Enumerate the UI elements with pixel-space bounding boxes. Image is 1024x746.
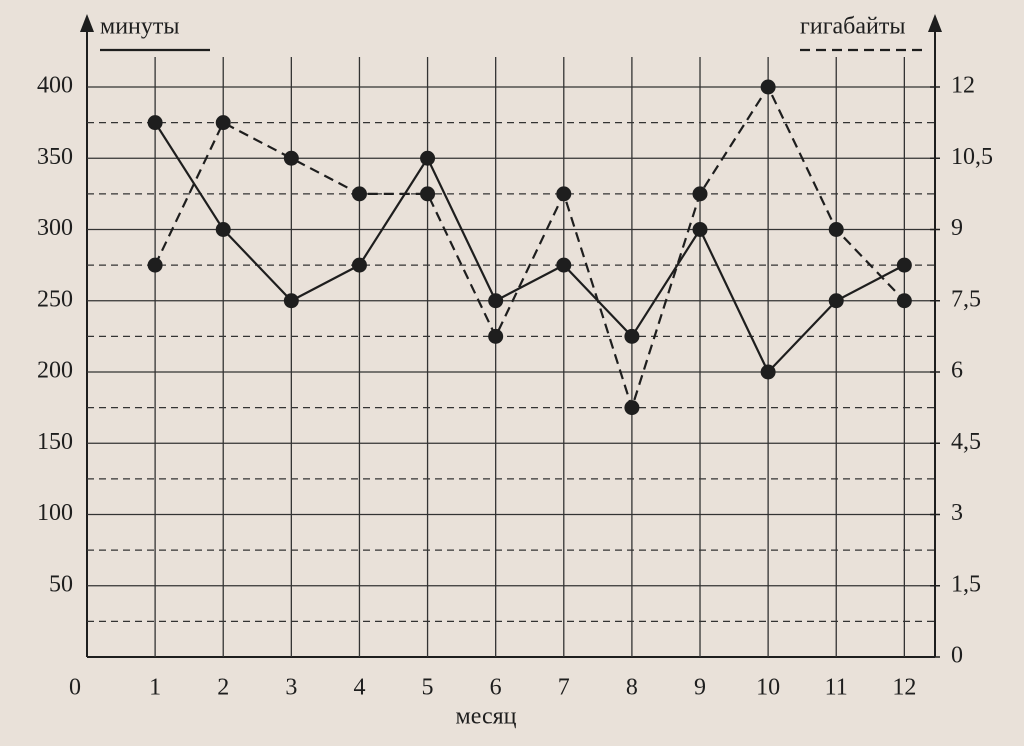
point: [692, 186, 708, 202]
y-tick-label: 300: [37, 215, 73, 241]
point: [420, 150, 436, 166]
x-tick-label: 7: [558, 675, 570, 701]
x-tick-label: 5: [422, 675, 434, 701]
point: [147, 257, 163, 273]
y2-tick-label: 6: [951, 358, 963, 384]
x-tick-label: 3: [285, 675, 297, 701]
y2-tick-label: 10,5: [951, 144, 993, 170]
point: [896, 293, 912, 309]
y2-tick-label: 1,5: [951, 571, 981, 597]
x-tick-label: 11: [825, 675, 848, 701]
point: [556, 186, 572, 202]
y2-tick-label: 0: [951, 643, 963, 669]
point: [283, 293, 299, 309]
x-tick-label: 1: [149, 675, 161, 701]
x-axis-label: месяц: [456, 704, 517, 730]
x-tick-label: 6: [490, 675, 502, 701]
point: [351, 257, 367, 273]
point: [351, 186, 367, 202]
y-tick-label: 50: [49, 571, 73, 597]
y2-tick-label: 12: [951, 73, 975, 99]
point: [488, 293, 504, 309]
y-tick-label: 400: [37, 73, 73, 99]
y2-axis-arrow: [928, 14, 942, 32]
y2-tick-label: 9: [951, 215, 963, 241]
x-tick-label: 2: [217, 675, 229, 701]
y-tick-label: 250: [37, 286, 73, 312]
y2-tick-label: 3: [951, 500, 963, 526]
point: [896, 257, 912, 273]
point: [420, 186, 436, 202]
x-tick-label: 0: [69, 675, 81, 701]
point: [215, 115, 231, 131]
point: [283, 150, 299, 166]
point: [692, 222, 708, 237]
x-tick-label: 8: [626, 675, 638, 701]
legend-label: минуты: [100, 14, 180, 40]
series-line: [154, 122, 905, 374]
y-axis-arrow: [80, 14, 94, 32]
point: [760, 79, 776, 95]
point: [488, 328, 504, 344]
x-tick-label: 12: [892, 675, 916, 701]
point: [556, 257, 572, 273]
y2-tick-label: 7,5: [951, 286, 981, 312]
legend-label: гигабайты: [800, 14, 906, 40]
x-tick-label: 10: [756, 675, 780, 701]
point: [760, 364, 776, 380]
point: [624, 400, 640, 416]
x-tick-label: 4: [353, 675, 365, 701]
point: [828, 293, 844, 309]
y-tick-label: 350: [37, 144, 73, 170]
point: [215, 222, 231, 237]
x-tick-label: 9: [694, 675, 706, 701]
point: [828, 222, 844, 237]
y-tick-label: 150: [37, 429, 73, 455]
y2-tick-label: 4,5: [951, 429, 981, 455]
point: [147, 115, 163, 131]
series-line: [154, 84, 906, 412]
point: [624, 328, 640, 344]
y-tick-label: 100: [37, 500, 73, 526]
y-tick-label: 200: [37, 358, 73, 384]
